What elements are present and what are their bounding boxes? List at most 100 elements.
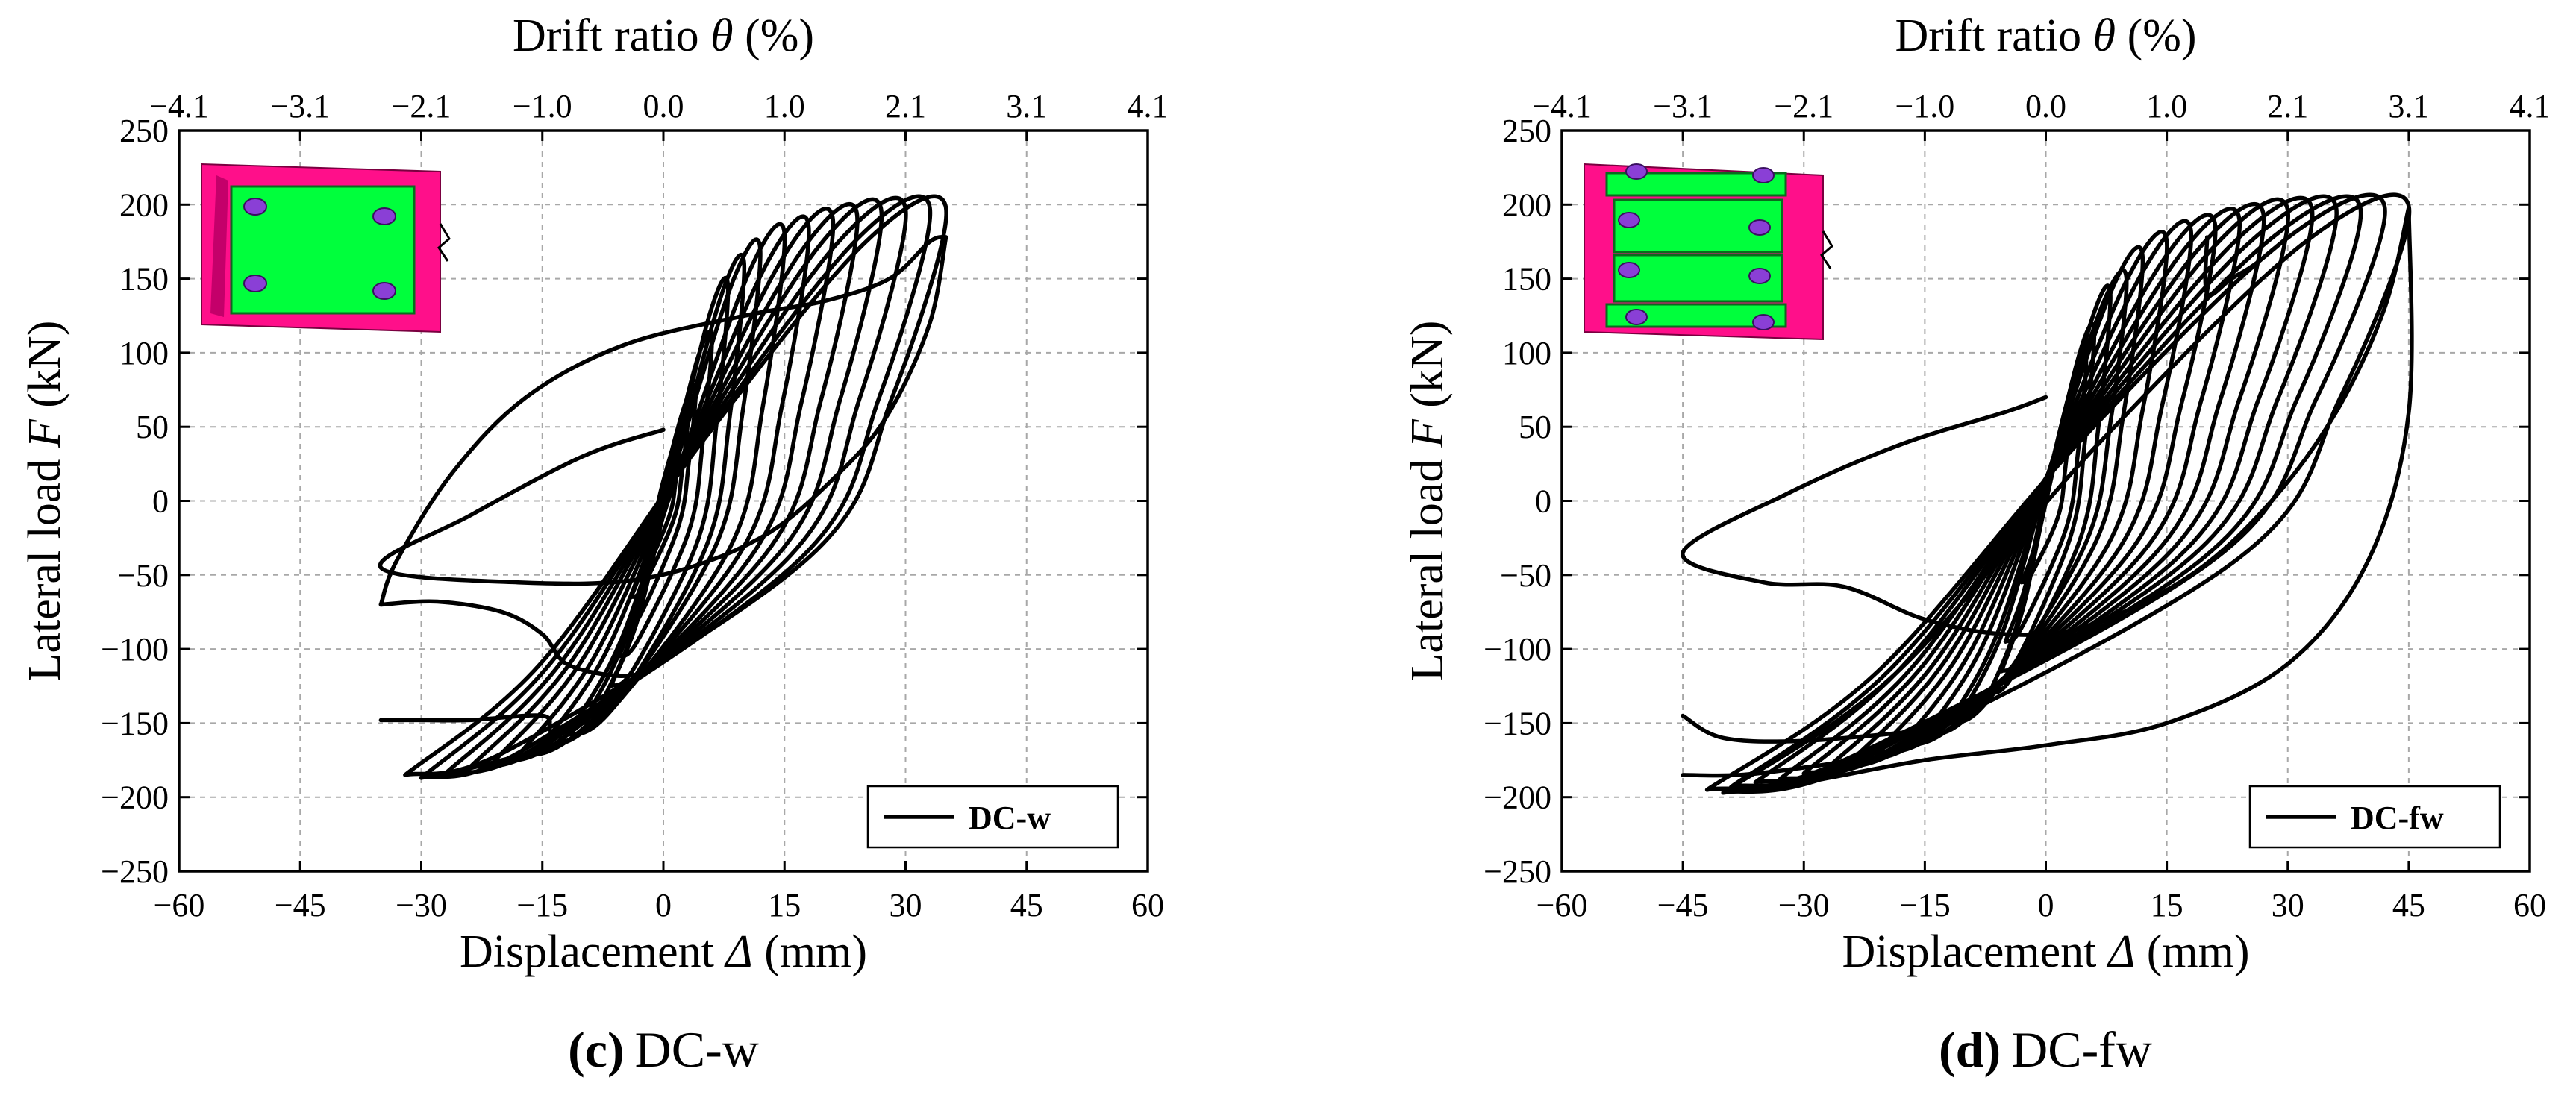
x-tick-label: −45 [275,887,326,923]
x-tick-label: −60 [154,887,205,923]
hysteresis-branch [1681,713,1928,744]
bolt-marker [1748,268,1771,284]
hysteresis-branch [378,713,569,743]
y-tick-label: 200 [1502,186,1551,223]
hysteresis-loop [596,252,747,711]
top-axis-symbol: θ [2093,10,2116,61]
y-tick-label: −150 [1484,705,1551,741]
x-tick-label: 60 [2513,887,2546,923]
top-axis-symbol: θ [710,10,733,61]
top-tick-label: 2.1 [2267,88,2308,125]
x-axis-unit: (mm) [2135,926,2249,977]
top-axis-label: Drift ratio θ (%) [1895,10,2196,61]
x-tick-label: 15 [2151,887,2183,923]
x-tick-label: −45 [1657,887,1709,923]
top-tick-label: 4.1 [1128,88,1169,125]
hysteresis-loop [1947,245,2145,726]
break-line-shape [437,223,451,262]
x-tick-label: −60 [1536,887,1588,923]
y-axis-title: Lateral load [1402,448,1453,681]
top-tick-label: 1.0 [764,88,805,125]
x-axis-title: Displacement [460,926,725,977]
panel-caption: (c) DC-w [568,1021,759,1078]
y-axis-title: Lateral load [19,448,70,681]
y-tick-label: 250 [1502,113,1551,149]
bolt-marker [372,282,396,300]
x-tick-label: −15 [516,887,568,923]
x-axis-title: Displacement [1842,926,2107,977]
top-tick-label: 0.0 [2025,88,2066,125]
y-tick-label: 0 [1535,483,1551,520]
legend-label: DC-w [969,800,1051,836]
caption-name: DC-fw [2011,1021,2152,1078]
bolt-marker [243,198,267,216]
x-tick-label: 30 [2272,887,2304,923]
top-tick-label: 2.1 [885,88,926,125]
bolt-marker [1618,262,1640,278]
bolt-marker [1618,212,1640,228]
hysteresis-branch [2203,235,2290,298]
x-axis-symbol: Δ [2106,926,2135,977]
hysteresis-branch [378,599,650,678]
y-tick-label: −50 [117,557,169,594]
panel-caption: (d) DC-fw [1939,1021,2152,1078]
hysteresis-branch [419,747,545,777]
y-tick-label: −250 [101,853,169,890]
bolt-marker [1625,163,1648,180]
hysteresis-branch [1721,205,2414,795]
x-tick-label: 0 [2038,887,2054,923]
top-tick-label: 4.1 [2510,88,2551,125]
hysteresis-loop [1898,219,2194,747]
x-tick-label: 45 [1010,887,1043,923]
y-axis-symbol: F [1402,418,1453,448]
top-tick-label: −4.1 [1532,88,1592,125]
y-tick-label: 200 [119,186,169,223]
y-tick-label: −250 [1484,853,1551,890]
bolt-marker [372,207,396,225]
caption-label: (d) [1939,1021,2001,1078]
x-tick-label: −15 [1899,887,1951,923]
x-axis-symbol: Δ [723,926,752,977]
top-tick-label: −4.1 [149,88,209,125]
x-tick-label: 0 [655,887,672,923]
x-tick-label: 30 [890,887,922,923]
y-axis-unit: (kN) [19,321,70,420]
x-tick-label: 60 [1131,887,1164,923]
top-tick-label: −2.1 [392,88,451,125]
caption-label: (c) [568,1021,624,1078]
y-tick-label: 250 [119,113,169,149]
x-tick-label: 15 [768,887,801,923]
hysteresis-loop [419,194,933,780]
y-axis-unit: (kN) [1402,321,1453,420]
y-tick-label: 50 [136,409,169,445]
connection-inset-illustration [1584,163,1833,341]
flange-edge-shape [210,175,228,317]
hysteresis-loop [1704,192,2387,792]
top-tick-label: −3.1 [270,88,330,125]
hysteresis-branch [378,235,948,586]
y-tick-label: −150 [101,705,169,741]
hysteresis-loop [1721,192,2412,795]
y-tick-label: −200 [1484,779,1551,816]
bolt-marker [1748,219,1771,236]
hysteresis-branch [1681,205,2411,638]
y-tick-label: 150 [1502,261,1551,298]
y-tick-label: −100 [101,631,169,668]
hysteresis-branch [378,235,948,607]
series-group [378,194,948,780]
bolt-marker [1625,309,1648,325]
chart-panel-c: −60 −45 −30 −15 0 15 30 45 60−4.1 −3.1 −2.1 −1.0 0.0… [19,10,1169,1078]
top-tick-label: −1.0 [513,88,572,125]
top-axis-unit: (%) [734,10,814,61]
y-axis-symbol: F [19,418,70,448]
x-axis-label: Displacement Δ (mm) [1842,926,2249,977]
bolt-marker [1752,314,1775,330]
y-tick-label: 100 [119,335,169,371]
top-tick-label: 3.1 [2388,88,2429,125]
y-tick-label: 0 [152,483,169,520]
break-line-shape [1820,230,1833,269]
connection-inset-illustration [201,163,451,333]
x-tick-label: −30 [1778,887,1830,923]
hysteresis-loop [1874,213,2218,755]
